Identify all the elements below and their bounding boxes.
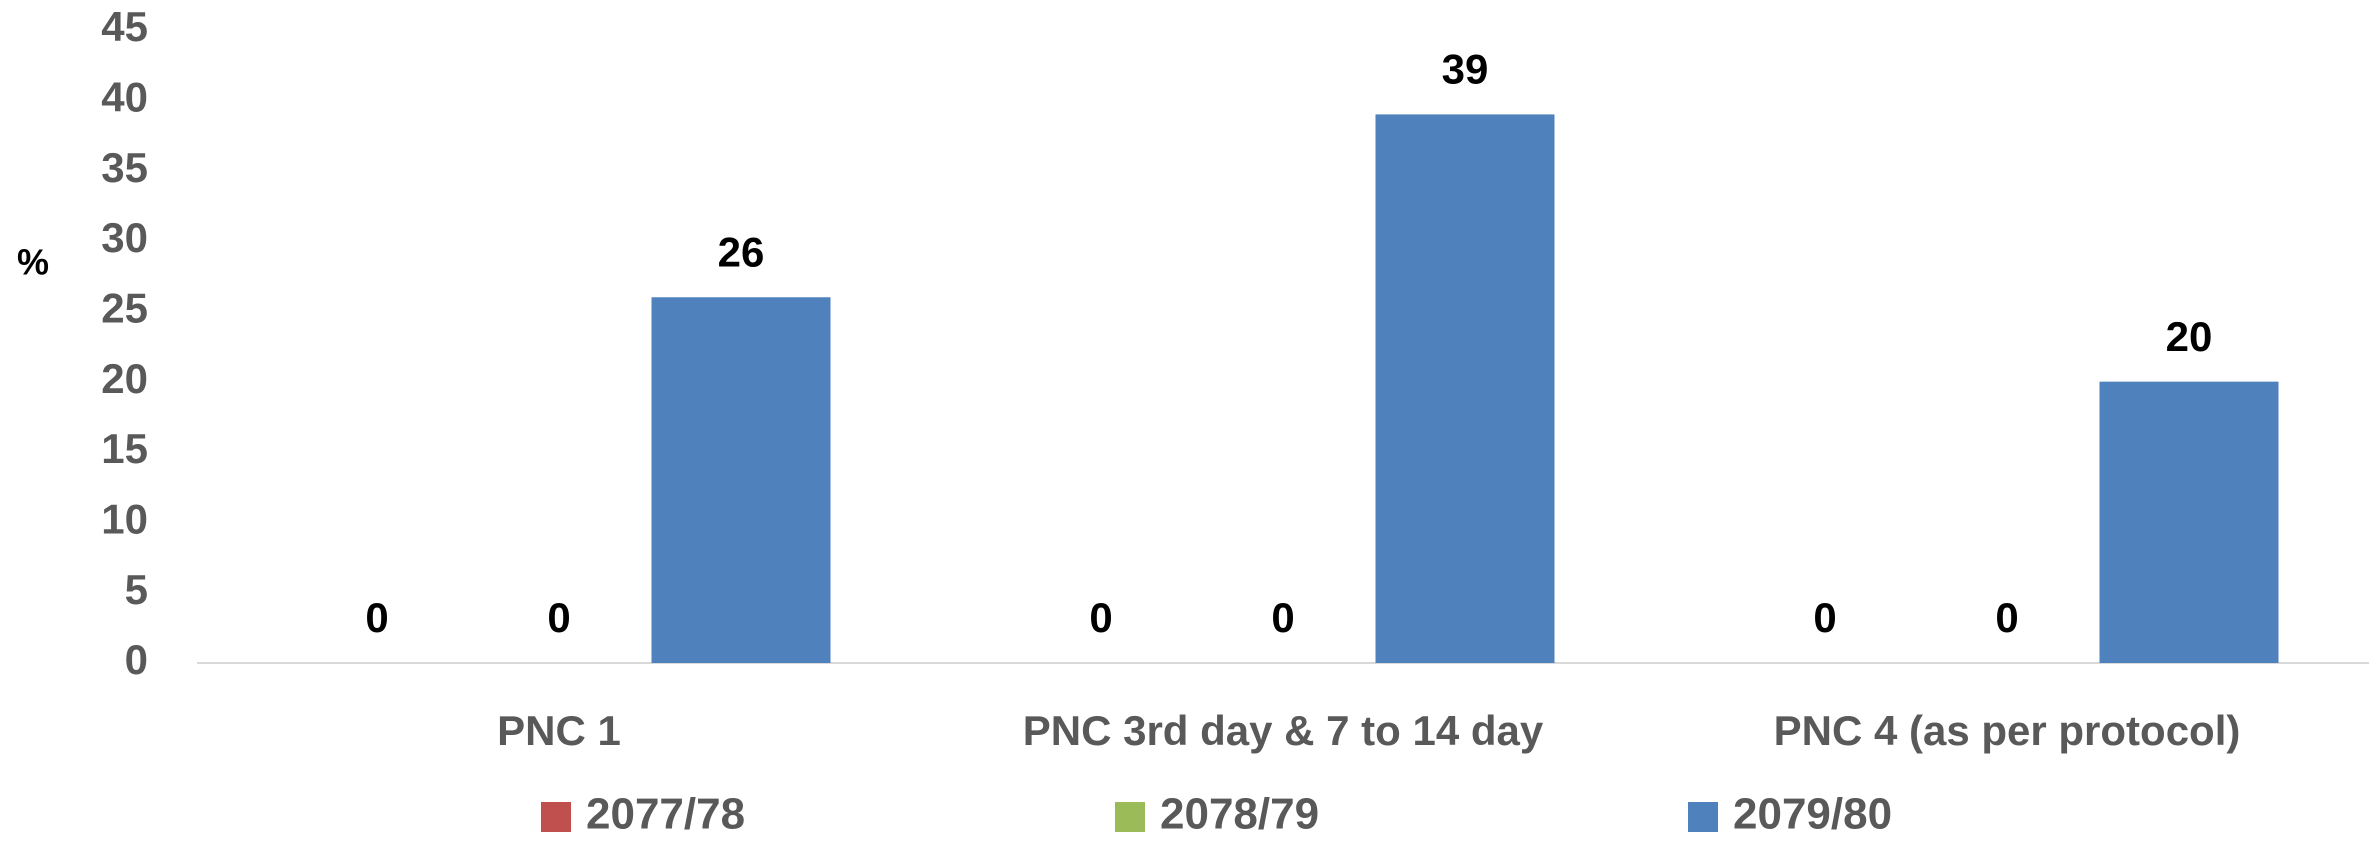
legend-swatch (1115, 802, 1145, 832)
y-tick-label: 35 (101, 144, 148, 191)
legend-swatch (1688, 802, 1718, 832)
data-label: 0 (1995, 594, 2018, 641)
data-label: 0 (1271, 594, 1294, 641)
y-tick-label: 45 (101, 3, 148, 50)
legend-label: 2079/80 (1733, 790, 1892, 839)
y-tick-label: 5 (125, 566, 148, 613)
data-label: 0 (365, 594, 388, 641)
bar (651, 297, 831, 663)
data-label: 20 (2166, 313, 2213, 360)
y-tick-label: 15 (101, 425, 148, 472)
x-tick-label: PNC 3rd day & 7 to 14 day (1023, 707, 1544, 754)
y-axis-label: % (17, 242, 49, 283)
legend-swatch (541, 802, 571, 832)
y-tick-label: 25 (101, 284, 148, 331)
data-label: 0 (547, 594, 570, 641)
bar (1375, 114, 1555, 663)
legend-label: 2077/78 (586, 790, 745, 839)
x-tick-label: PNC 4 (as per protocol) (1774, 707, 2241, 754)
x-tick-label: PNC 1 (497, 707, 621, 754)
bar (2099, 381, 2279, 663)
legend-label: 2078/79 (1160, 790, 1319, 839)
data-label: 26 (718, 228, 765, 275)
y-tick-label: 40 (101, 73, 148, 120)
data-label: 39 (1442, 45, 1489, 92)
y-tick-label: 20 (101, 355, 148, 402)
y-tick-label: 30 (101, 214, 148, 261)
y-tick-label: 0 (125, 636, 148, 683)
data-label: 0 (1089, 594, 1112, 641)
data-label: 0 (1813, 594, 1836, 641)
y-tick-label: 10 (101, 495, 148, 542)
